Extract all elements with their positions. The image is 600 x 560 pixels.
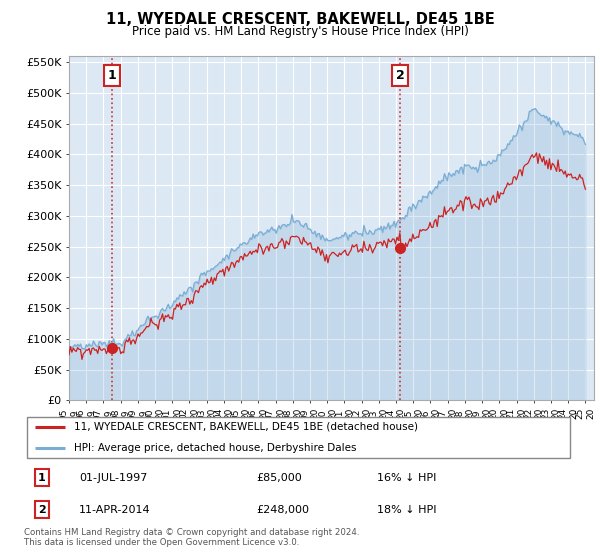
Text: 18% ↓ HPI: 18% ↓ HPI — [377, 505, 437, 515]
Text: 16% ↓ HPI: 16% ↓ HPI — [377, 473, 437, 483]
Text: 11, WYEDALE CRESCENT, BAKEWELL, DE45 1BE: 11, WYEDALE CRESCENT, BAKEWELL, DE45 1BE — [106, 12, 494, 27]
Text: 1: 1 — [107, 69, 116, 82]
Text: 11, WYEDALE CRESCENT, BAKEWELL, DE45 1BE (detached house): 11, WYEDALE CRESCENT, BAKEWELL, DE45 1BE… — [74, 422, 418, 432]
Text: 11-APR-2014: 11-APR-2014 — [79, 505, 151, 515]
Text: HPI: Average price, detached house, Derbyshire Dales: HPI: Average price, detached house, Derb… — [74, 443, 356, 453]
Text: Price paid vs. HM Land Registry's House Price Index (HPI): Price paid vs. HM Land Registry's House … — [131, 25, 469, 38]
Text: £85,000: £85,000 — [256, 473, 302, 483]
Text: 01-JUL-1997: 01-JUL-1997 — [79, 473, 148, 483]
Text: 2: 2 — [38, 505, 46, 515]
Text: £248,000: £248,000 — [256, 505, 309, 515]
Text: Contains HM Land Registry data © Crown copyright and database right 2024.
This d: Contains HM Land Registry data © Crown c… — [24, 528, 359, 547]
FancyBboxPatch shape — [27, 417, 571, 458]
Text: 2: 2 — [396, 69, 405, 82]
Text: 1: 1 — [38, 473, 46, 483]
